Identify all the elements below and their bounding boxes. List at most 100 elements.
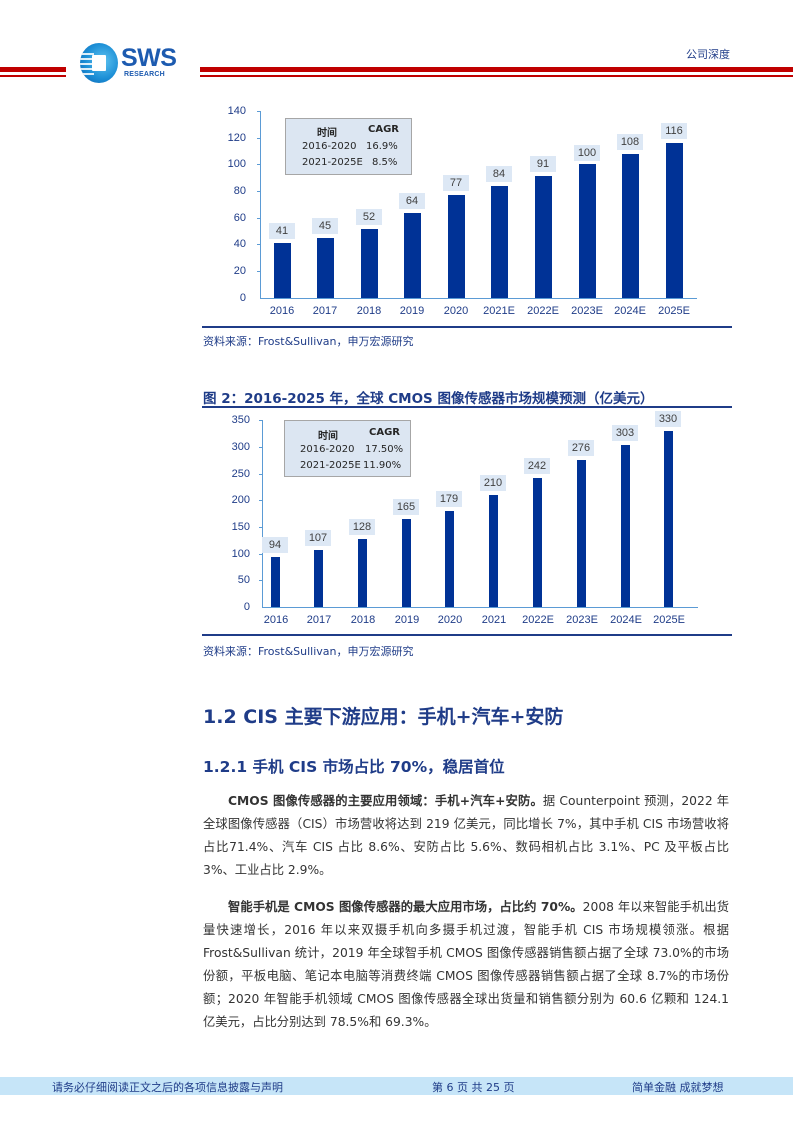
- bar-value-label: 210: [480, 475, 506, 491]
- x-tick: 2019: [399, 305, 425, 317]
- x-tick: 2017: [306, 614, 332, 626]
- paragraph-applications: CMOS 图像传感器的主要应用领域：手机+汽车+安防。据 Counterpoin…: [203, 790, 729, 882]
- bar-2016: [274, 243, 291, 298]
- paragraph-body: 2008 年以来智能手机出货量快速增长，2016 年以来双摄手机向多摄手机过渡，…: [203, 900, 729, 1029]
- bar-2022E: [533, 478, 542, 607]
- x-axis: [260, 298, 697, 299]
- bar-value-label: 108: [617, 134, 643, 150]
- bar-2018: [358, 539, 367, 607]
- y-tick: 100: [227, 158, 246, 170]
- logo-text: SWS: [121, 44, 177, 72]
- bar-2021: [489, 495, 498, 607]
- x-tick: 2023E: [571, 305, 603, 317]
- logo-subtext: RESEARCH: [124, 71, 165, 78]
- chart2-title-rule: [202, 406, 732, 408]
- x-axis: [262, 607, 698, 608]
- y-axis: [262, 420, 263, 608]
- y-tick: 150: [231, 521, 250, 533]
- bar-value-label: 107: [305, 530, 331, 546]
- bar-value-label: 91: [530, 156, 556, 172]
- subsection-heading: 1.2.1 手机 CIS 市场占比 70%，稳居首位: [203, 758, 505, 776]
- figure-2-title: 图 2：2016-2025 年，全球 CMOS 图像传感器市场规模预测（亿美元）: [203, 391, 654, 407]
- y-tick: 300: [231, 441, 250, 453]
- cagr-period: 2021-2025E: [300, 460, 361, 471]
- x-tick: 2016: [269, 305, 295, 317]
- x-tick: 2025E: [653, 614, 685, 626]
- bar-value-label: 128: [349, 519, 375, 535]
- bar-2017: [314, 550, 323, 607]
- y-tick: 40: [233, 238, 246, 250]
- bar-2024E: [622, 154, 639, 298]
- y-tick: 0: [243, 601, 250, 613]
- page-number: 第 6 页 共 25 页: [432, 1081, 515, 1094]
- bar-2019: [402, 519, 411, 607]
- cagr-period: 2016-2020: [302, 141, 357, 152]
- x-tick: 2024E: [614, 305, 646, 317]
- cagr-value: 16.9%: [366, 141, 398, 152]
- footer-disclaimer: 请务必仔细阅读正文之后的各项信息披露与声明: [52, 1081, 283, 1094]
- chart2-source: 资料来源：Frost&Sullivan，申万宏源研究: [203, 645, 414, 658]
- y-axis: [260, 111, 261, 299]
- cagr-header-period: 时间: [318, 431, 338, 442]
- header-rule-left-thin: [0, 75, 66, 77]
- bar-2018: [361, 229, 378, 298]
- x-tick: 2017: [312, 305, 338, 317]
- chart2-bottom-rule: [202, 634, 732, 636]
- bar-2020: [448, 195, 465, 298]
- y-tick: 100: [231, 548, 250, 560]
- bar-value-label: 77: [443, 175, 469, 191]
- paragraph-body: 据 Counterpoint 预测，2022 年全球图像传感器（CIS）市场营收…: [203, 794, 729, 877]
- cagr-value: 17.50%: [365, 444, 404, 455]
- bar-2023E: [577, 460, 586, 607]
- bar-2019: [404, 213, 421, 298]
- bar-value-label: 84: [486, 166, 512, 182]
- x-tick: 2020: [437, 614, 463, 626]
- page-footer: 请务必仔细阅读正文之后的各项信息披露与声明 第 6 页 共 25 页 简单金融 …: [0, 1077, 793, 1095]
- chart1-source: 资料来源：Frost&Sullivan，申万宏源研究: [203, 335, 414, 348]
- y-tick: 80: [233, 185, 246, 197]
- y-tick: 20: [233, 265, 246, 277]
- x-tick: 2024E: [610, 614, 642, 626]
- x-tick: 2020: [443, 305, 469, 317]
- bar-2021E: [491, 186, 508, 298]
- cagr-value: 8.5%: [372, 157, 398, 168]
- x-tick: 2022E: [522, 614, 554, 626]
- x-tick: 2021: [481, 614, 507, 626]
- y-tick: 140: [227, 105, 246, 117]
- bar-2020: [445, 511, 454, 607]
- y-tick: 200: [231, 494, 250, 506]
- x-tick: 2021E: [483, 305, 515, 317]
- x-tick: 2023E: [566, 614, 598, 626]
- cagr-value: 11.90%: [363, 460, 402, 471]
- bar-value-label: 116: [661, 123, 687, 139]
- paragraph-smartphone: 智能手机是 CMOS 图像传感器的最大应用市场，占比约 70%。2008 年以来…: [203, 896, 729, 1034]
- bar-value-label: 41: [269, 223, 295, 239]
- x-tick: 2022E: [527, 305, 559, 317]
- y-tick: 250: [231, 468, 250, 480]
- header-rule-right: [200, 67, 793, 72]
- chart1-bottom-rule: [202, 326, 732, 328]
- bar-value-label: 179: [436, 491, 462, 507]
- header-rule-left: [0, 67, 66, 72]
- y-tick: 0: [239, 292, 246, 304]
- bar-value-label: 330: [655, 411, 681, 427]
- bar-2022E: [535, 176, 552, 298]
- x-tick: 2019: [394, 614, 420, 626]
- logo-globe-icon: [80, 43, 118, 83]
- paragraph-lead: 智能手机是 CMOS 图像传感器的最大应用市场，占比约 70%。: [228, 900, 583, 914]
- cagr-table: 时间 CAGR 2016-2020 16.9% 2021-2025E 8.5%: [285, 118, 412, 175]
- sws-logo: SWS RESEARCH: [80, 43, 184, 83]
- bar-2017: [317, 238, 334, 298]
- bar-value-label: 303: [612, 425, 638, 441]
- header-rule-right-thin: [200, 75, 793, 77]
- cagr-table: 时间 CAGR 2016-2020 17.50% 2021-2025E 11.9…: [284, 420, 411, 477]
- y-tick: 350: [231, 414, 250, 426]
- bar-2016: [271, 557, 280, 607]
- bar-value-label: 52: [356, 209, 382, 225]
- cagr-period: 2021-2025E: [302, 157, 363, 168]
- bar-value-label: 45: [312, 218, 338, 234]
- bar-value-label: 165: [393, 499, 419, 515]
- report-type-label: 公司深度: [686, 48, 730, 61]
- x-tick: 2018: [350, 614, 376, 626]
- bar-2025E: [664, 431, 673, 607]
